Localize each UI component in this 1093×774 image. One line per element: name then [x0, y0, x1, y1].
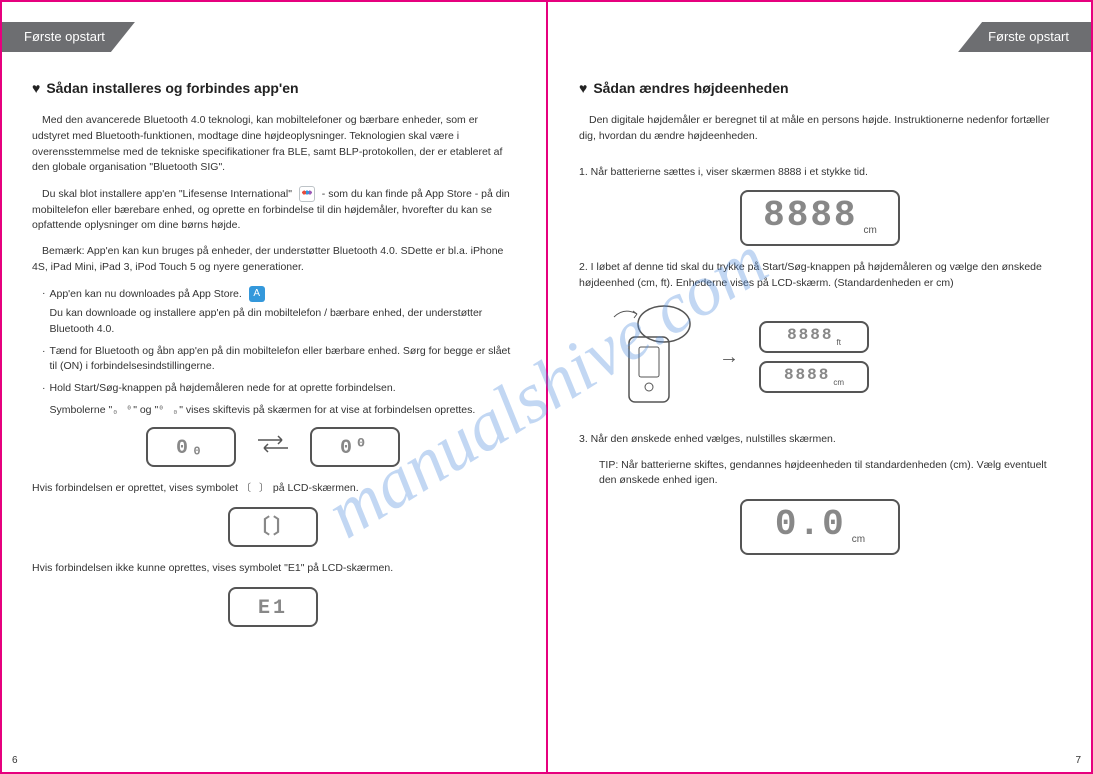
heart-icon: ♥: [579, 78, 587, 99]
lcd-stack: 8888 ft 8888 cm: [759, 321, 869, 393]
section-title-text: Sådan installeres og forbindes app'en: [46, 78, 298, 99]
page-header-left: Første opstart: [0, 22, 135, 52]
lcd-zero-figure: 0.0 cm: [579, 499, 1061, 555]
step-2: 2. I løbet af denne tid skal du trykke p…: [579, 260, 1061, 292]
lcd-display: 0₀: [146, 427, 236, 467]
lcd-swap-figure: 0₀ 0⁰: [32, 427, 514, 467]
symbol-2: ⁰ ₀: [158, 406, 179, 417]
step-1: 1. Når batterierne sættes i, viser skærm…: [579, 165, 1061, 181]
unit-label: cm: [833, 377, 844, 389]
manual-page-right: Første opstart ♥ Sådan ændres højdeenhed…: [547, 0, 1093, 774]
app-people-icon: [299, 186, 315, 202]
device-sketch: [609, 302, 699, 412]
section-title: ♥ Sådan ændres højdeenheden: [579, 78, 1061, 99]
manual-page-left: Første opstart ♥ Sådan installeres og fo…: [0, 0, 546, 774]
lcd-8888-figure: 8888 cm: [579, 190, 1061, 246]
symbol-1: ₀ ⁰: [112, 406, 133, 417]
bullet-sub: Du kan downloade og installere app'en på…: [50, 306, 515, 338]
paragraph-intro-right: Den digitale højdemåler er beregnet til …: [579, 113, 1061, 145]
lcd-display: E1: [228, 587, 318, 627]
bullet-appstore: · App'en kan nu downloades på App Store.…: [42, 286, 514, 338]
paragraph-install: Du skal blot installere app'en "Lifesens…: [32, 186, 514, 234]
right-content: ♥ Sådan ændres højdeenheden Den digitale…: [579, 78, 1061, 569]
step-3-tip: TIP: Når batterierne skiftes, gendannes …: [599, 458, 1061, 490]
brackets-symbol: 〔 〕: [241, 484, 270, 495]
lcd-display: 〔〕: [228, 507, 318, 547]
left-content: ♥ Sådan installeres og forbindes app'en …: [32, 78, 514, 641]
page-number: 7: [1075, 755, 1081, 766]
bullet-hold: · Hold Start/Søg-knappen på højdemåleren…: [42, 381, 514, 419]
lcd-display: 8888 cm: [759, 361, 869, 393]
swap-arrow-icon: [256, 434, 290, 460]
section-title-text: Sådan ændres højdeenheden: [593, 78, 788, 99]
page-number: 6: [12, 755, 18, 766]
lcd-display: 0.0 cm: [740, 499, 900, 555]
arrow-right-icon: →: [719, 342, 739, 372]
heart-icon: ♥: [32, 78, 40, 99]
bullet-bluetooth: · Tænd for Bluetooth og åbn app'en på di…: [42, 344, 514, 376]
lcd-display: 8888 ft: [759, 321, 869, 353]
bullet-dot: ·: [42, 286, 46, 338]
lcd-conn-figure: 〔〕: [32, 507, 514, 547]
unit-label: cm: [864, 223, 877, 238]
appstore-icon: [249, 286, 265, 302]
lcd-e1-figure: E1: [32, 587, 514, 627]
paragraph-note: Bemærk: App'en kan kun bruges på enheder…: [32, 244, 514, 276]
paragraph-intro: Med den avancerede Bluetooth 4.0 teknolo…: [32, 113, 514, 176]
step-3: 3. Når den ønskede enhed vælges, nulstil…: [579, 432, 1061, 448]
lcd-display: 8888 cm: [740, 190, 900, 246]
unit-label: cm: [852, 532, 865, 547]
paragraph-conn-ok: Hvis forbindelsen er oprettet, vises sym…: [32, 481, 514, 497]
section-title: ♥ Sådan installeres og forbindes app'en: [32, 78, 514, 99]
lcd-display: 0⁰: [310, 427, 400, 467]
device-unit-figure: → 8888 ft 8888 cm: [609, 302, 1061, 412]
unit-label: ft: [836, 337, 840, 349]
page-header-right: Første opstart: [958, 22, 1093, 52]
paragraph-conn-fail: Hvis forbindelsen ikke kunne oprettes, v…: [32, 561, 514, 577]
page-divider: [546, 0, 548, 774]
